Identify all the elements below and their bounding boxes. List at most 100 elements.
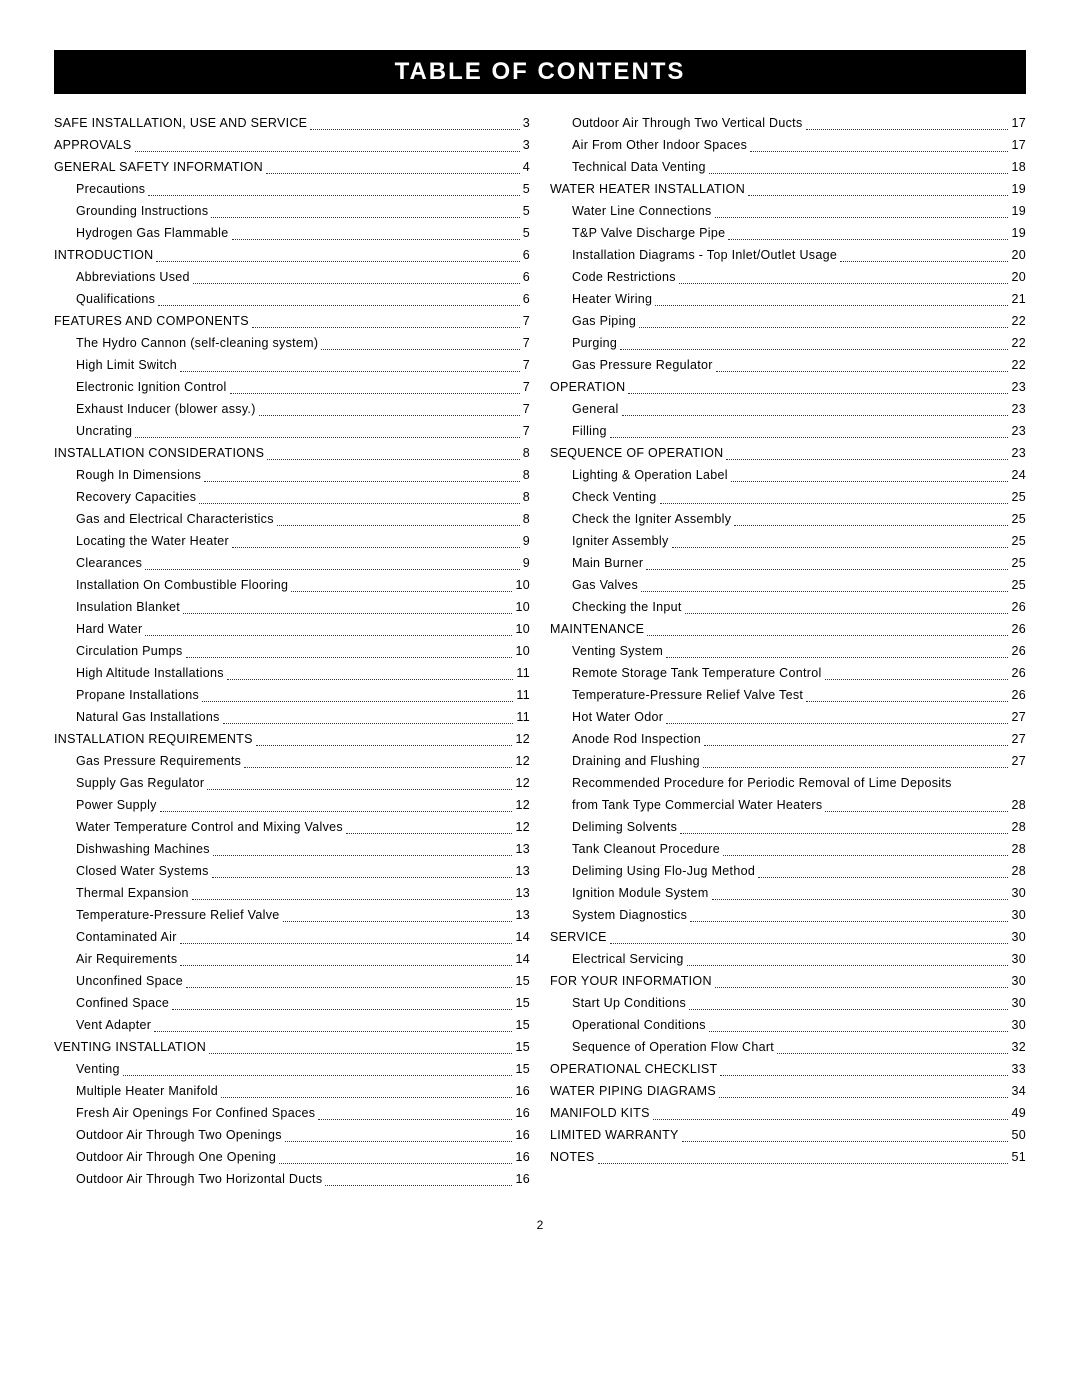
toc-leader-dots [148, 194, 519, 196]
toc-entry: SERVICE30 [550, 926, 1026, 948]
toc-leader-dots [158, 304, 519, 306]
toc-entry: General23 [550, 398, 1026, 420]
toc-entry-page: 13 [515, 860, 530, 882]
toc-leader-dots [180, 942, 513, 944]
toc-entry-page: 25 [1011, 486, 1026, 508]
toc-entry-label: Qualifications [76, 288, 155, 310]
toc-entry-label: Main Burner [572, 552, 643, 574]
toc-entry-page: 3 [523, 134, 530, 156]
toc-entry: Recommended Procedure for Periodic Remov… [550, 772, 1026, 816]
toc-leader-dots [252, 326, 520, 328]
toc-entry-label: System Diagnostics [572, 904, 687, 926]
toc-entry-page: 3 [523, 112, 530, 134]
toc-entry: FOR YOUR INFORMATION30 [550, 970, 1026, 992]
toc-entry: Locating the Water Heater9 [54, 530, 530, 552]
toc-entry-label: Lighting & Operation Label [572, 464, 728, 486]
toc-entry-label: Heater Wiring [572, 288, 652, 310]
toc-leader-dots [346, 832, 513, 834]
document-page: TABLE OF CONTENTS SAFE INSTALLATION, USE… [0, 0, 1080, 1272]
toc-entry-label: High Altitude Installations [76, 662, 224, 684]
toc-entry: The Hydro Cannon (self-cleaning system)7 [54, 332, 530, 354]
toc-entry: Clearances9 [54, 552, 530, 574]
toc-leader-dots [610, 942, 1009, 944]
toc-entry-page: 18 [1011, 156, 1026, 178]
toc-entry: Gas Piping22 [550, 310, 1026, 332]
toc-entry: Contaminated Air14 [54, 926, 530, 948]
toc-entry-page: 13 [515, 904, 530, 926]
toc-entry-label: WATER HEATER INSTALLATION [550, 178, 745, 200]
toc-entry-page: 8 [523, 464, 530, 486]
toc-entry-page: 8 [523, 486, 530, 508]
toc-entry-label: Venting [76, 1058, 120, 1080]
toc-leader-dots [703, 766, 1009, 768]
toc-leader-dots [825, 810, 1008, 812]
toc-entry-page: 8 [523, 508, 530, 530]
toc-columns: SAFE INSTALLATION, USE AND SERVICE3APPRO… [54, 112, 1026, 1190]
toc-leader-dots [135, 436, 520, 438]
toc-leader-dots [687, 964, 1009, 966]
toc-leader-dots [230, 392, 520, 394]
toc-leader-dots [221, 1096, 513, 1098]
toc-leader-dots [321, 348, 519, 350]
toc-entry-label: General [572, 398, 619, 420]
toc-entry-page: 16 [515, 1102, 530, 1124]
toc-entry-label: Operational Conditions [572, 1014, 706, 1036]
toc-entry-label: Technical Data Venting [572, 156, 706, 178]
toc-entry-label: Locating the Water Heater [76, 530, 229, 552]
toc-entry: OPERATION23 [550, 376, 1026, 398]
toc-entry-label: Supply Gas Regulator [76, 772, 204, 794]
toc-entry-label: Circulation Pumps [76, 640, 183, 662]
toc-leader-dots [279, 1162, 512, 1164]
toc-entry: INTRODUCTION6 [54, 244, 530, 266]
toc-entry-label: Installation Diagrams - Top Inlet/Outlet… [572, 244, 837, 266]
toc-entry-label: Insulation Blanket [76, 596, 180, 618]
toc-entry: Gas Valves25 [550, 574, 1026, 596]
toc-leader-dots [709, 172, 1009, 174]
toc-entry-page: 16 [515, 1080, 530, 1102]
toc-entry-label: Multiple Heater Manifold [76, 1080, 218, 1102]
toc-leader-dots [712, 898, 1009, 900]
toc-leader-dots [666, 656, 1008, 658]
toc-entry-page: 13 [515, 838, 530, 860]
toc-entry-label: LIMITED WARRANTY [550, 1124, 679, 1146]
toc-leader-dots [731, 480, 1009, 482]
toc-entry-page: 23 [1011, 442, 1026, 464]
toc-entry-label: Precautions [76, 178, 145, 200]
toc-entry: Water Line Connections 19 [550, 200, 1026, 222]
toc-entry: WATER HEATER INSTALLATION19 [550, 178, 1026, 200]
toc-entry: Recovery Capacities8 [54, 486, 530, 508]
toc-leader-dots [690, 920, 1008, 922]
toc-entry-page: 30 [1011, 882, 1026, 904]
toc-entry-page: 50 [1011, 1124, 1026, 1146]
toc-leader-dots [685, 612, 1009, 614]
toc-entry-page: 20 [1011, 266, 1026, 288]
toc-entry: Multiple Heater Manifold 16 [54, 1080, 530, 1102]
toc-leader-dots [639, 326, 1008, 328]
toc-leader-dots [285, 1140, 513, 1142]
toc-entry-label: MAINTENANCE [550, 618, 644, 640]
toc-entry-page: 22 [1011, 310, 1026, 332]
toc-entry-label: FEATURES AND COMPONENTS [54, 310, 249, 332]
toc-entry-page: 17 [1011, 112, 1026, 134]
toc-entry-label: Confined Space [76, 992, 169, 1014]
toc-leader-dots [825, 678, 1009, 680]
toc-entry: Filling23 [550, 420, 1026, 442]
toc-entry-page: 19 [1011, 200, 1026, 222]
toc-entry-page: 12 [515, 750, 530, 772]
toc-leader-dots [777, 1052, 1008, 1054]
toc-entry-label: T&P Valve Discharge Pipe [572, 222, 725, 244]
toc-leader-dots [646, 568, 1008, 570]
toc-entry: Closed Water Systems13 [54, 860, 530, 882]
toc-entry-label: Water Temperature Control and Mixing Val… [76, 816, 343, 838]
toc-entry-label: Anode Rod Inspection [572, 728, 701, 750]
toc-leader-dots [211, 216, 519, 218]
toc-entry: Supply Gas Regulator12 [54, 772, 530, 794]
toc-entry-label: Air From Other Indoor Spaces [572, 134, 747, 156]
toc-entry: Start Up Conditions30 [550, 992, 1026, 1014]
toc-entry: Remote Storage Tank Temperature Control2… [550, 662, 1026, 684]
toc-leader-dots [840, 260, 1008, 262]
toc-entry: Temperature-Pressure Relief Valve13 [54, 904, 530, 926]
toc-entry-label: Water Line Connections [572, 200, 712, 222]
toc-entry-page: 10 [515, 618, 530, 640]
toc-entry-page: 16 [515, 1168, 530, 1190]
